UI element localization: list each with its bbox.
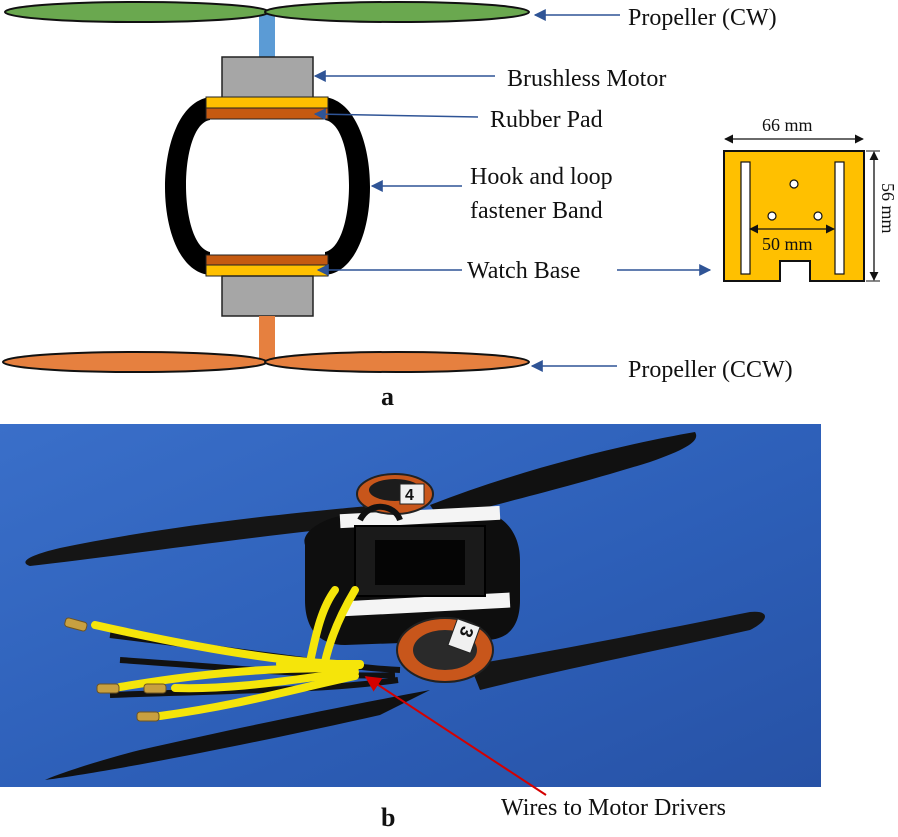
panel-a-diagram: Propeller (CW) Brushless Motor Rubber Pa… [2, 1, 898, 411]
dim-hole-span: 50 mm [762, 234, 813, 254]
photo-motor-bottom: 3 [396, 617, 494, 683]
hook-loop-band-right [325, 97, 370, 275]
photo-callout-label: Wires to Motor Drivers [501, 795, 726, 821]
top-shaft [259, 12, 275, 60]
photo-motor-top-number: 4 [405, 487, 414, 504]
label-band-line1: Hook and loop [470, 164, 613, 190]
propeller-ccw-right-blade [264, 351, 530, 373]
dim-width: 66 mm [762, 115, 813, 135]
propeller-cw-right-blade [264, 1, 530, 23]
watch-base-plate: 50 mm [723, 150, 865, 282]
plate-slot-right [834, 161, 845, 275]
photo-motor-top: 4 [356, 473, 434, 515]
plate-hole-right [813, 211, 823, 221]
top-rubber-pad [205, 107, 329, 120]
photo-prop-bottom-left-blade [45, 690, 430, 780]
label-prop-cw: Propeller (CW) [628, 5, 777, 31]
panel-b-label: b [381, 803, 395, 832]
hook-loop-band [165, 97, 210, 275]
photo-frame-inner [375, 540, 465, 585]
propeller-cw-left-blade [4, 1, 270, 23]
photo-prop-top-left-blade [25, 505, 381, 566]
label-pad: Rubber Pad [490, 107, 603, 133]
bottom-shaft [259, 316, 275, 362]
photo-base-bottom [344, 592, 511, 617]
photo-connectors [64, 617, 167, 722]
plate-outline [723, 150, 865, 282]
label-band-line2: fastener Band [470, 198, 603, 224]
dim-height: 56 mm [878, 183, 898, 234]
photo-base-top [339, 505, 501, 529]
photo-prop-bottom-right-blade [470, 611, 765, 690]
top-watch-base [205, 96, 329, 109]
photo-callout-arrow [364, 676, 547, 796]
bottom-rubber-pad [205, 254, 329, 266]
plate-hole-top [789, 179, 799, 189]
label-motor: Brushless Motor [507, 66, 666, 92]
top-brushless-motor [221, 56, 314, 100]
label-prop-ccw: Propeller (CCW) [628, 357, 793, 383]
label-base: Watch Base [467, 258, 580, 284]
photo-prop-top-right-blade [430, 432, 697, 520]
panel-b-photo: 4 3 [0, 424, 821, 796]
bottom-brushless-motor [221, 275, 314, 317]
photo-yellow-wires [91, 586, 364, 720]
panel-a-label: a [381, 382, 394, 411]
arrow-pad [313, 108, 479, 121]
propeller-ccw-left-blade [2, 351, 268, 373]
plate-hole-left [767, 211, 777, 221]
plate-slot-left [740, 161, 751, 275]
bottom-watch-base [205, 264, 329, 277]
